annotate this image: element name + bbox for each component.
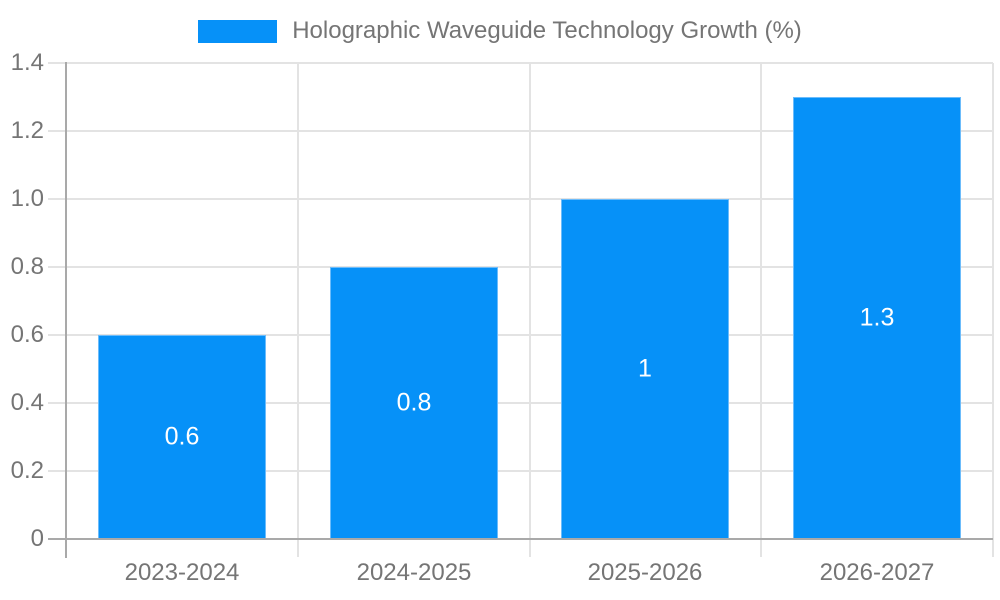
y-tick-label: 0.8 [10, 253, 44, 280]
legend-label: Holographic Waveguide Technology Growth … [292, 17, 802, 44]
bar-2026-2027[interactable] [793, 97, 961, 539]
grid-line-horizontal [48, 130, 993, 132]
x-tick-label: 2023-2024 [124, 559, 240, 586]
y-axis-line [65, 62, 67, 558]
bar-value-label: 0.8 [396, 388, 432, 417]
y-tick-label: 1.4 [10, 49, 44, 76]
bar-2025-2026[interactable] [561, 199, 729, 539]
y-tick-label: 0.6 [10, 321, 44, 348]
x-axis-line [48, 538, 993, 540]
grid-line-horizontal [48, 266, 993, 268]
legend-swatch-icon [198, 19, 278, 43]
grid-line-horizontal [48, 334, 993, 336]
bar-2024-2025[interactable] [330, 267, 498, 539]
legend[interactable]: Holographic Waveguide Technology Growth … [0, 12, 1000, 50]
y-tick-label: 1.2 [10, 117, 44, 144]
x-tick-label: 2025-2026 [587, 559, 703, 586]
bar-value-label: 1.3 [859, 303, 895, 332]
grid-line-vertical [992, 63, 994, 557]
grid-line-vertical [529, 63, 531, 557]
grid-line-horizontal [48, 62, 993, 64]
y-tick-label: 0.2 [10, 457, 44, 484]
y-tick-label: 0 [30, 525, 44, 552]
y-tick-label: 0.4 [10, 389, 44, 416]
bar-2023-2024[interactable] [98, 335, 266, 539]
grid-line-horizontal [48, 470, 993, 472]
x-tick-label: 2026-2027 [819, 559, 935, 586]
grid-line-vertical [760, 63, 762, 557]
grid-line-vertical [297, 63, 299, 557]
grid-line-horizontal [48, 402, 993, 404]
bar-value-label: 0.6 [164, 422, 200, 451]
y-tick-label: 1.0 [10, 185, 44, 212]
x-tick-label: 2024-2025 [356, 559, 472, 586]
bar-value-label: 1 [638, 354, 652, 383]
grid-line-horizontal [48, 198, 993, 200]
